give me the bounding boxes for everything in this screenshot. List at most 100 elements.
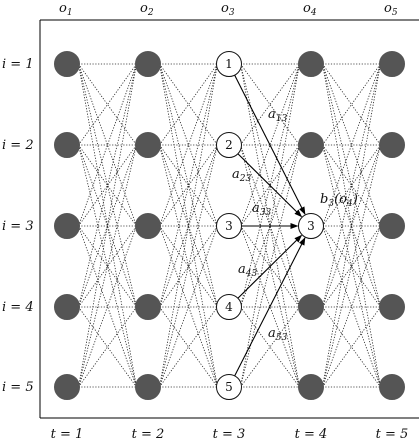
state-node-filled (135, 374, 161, 400)
dotted-transition-edge (78, 63, 137, 308)
dotted-transition-edge (78, 144, 137, 388)
dotted-transition-edge (78, 63, 137, 388)
dotted-transition-edge (159, 63, 218, 227)
dotted-transition-edge (159, 63, 218, 388)
dotted-transition-edge (322, 63, 381, 308)
dotted-transition-edge (159, 144, 218, 308)
state-node-filled (379, 51, 405, 77)
transition-arrow-a43 (237, 234, 303, 299)
state-label-1: i = 1 (2, 57, 34, 72)
dotted-transition-edge (78, 63, 137, 227)
observation-label-1: o1 (59, 1, 73, 18)
transition-label-a33: a33 (252, 201, 271, 218)
state-node-open (216, 294, 242, 320)
dotted-transition-edge (322, 144, 381, 308)
state-label-4: i = 4 (2, 300, 34, 315)
dotted-transition-edge (322, 63, 381, 308)
diagram-frame (39, 19, 419, 419)
transition-edges-dotted (78, 63, 381, 388)
dotted-transition-edge (240, 144, 300, 388)
transition-label-a13: a13 (268, 107, 287, 124)
state-node-filled (298, 374, 324, 400)
dotted-transition-edge (78, 144, 137, 388)
state-node-filled (298, 294, 324, 320)
dotted-transition-edge (159, 306, 218, 388)
state-node-filled (298, 51, 324, 77)
dotted-transition-edge (78, 306, 137, 388)
state-node-filled (379, 294, 405, 320)
dotted-transition-edge (240, 144, 300, 308)
dotted-transition-edge (159, 63, 218, 227)
dotted-transition-edge (159, 225, 218, 388)
dotted-transition-edge (240, 63, 300, 308)
dotted-transition-edge (159, 306, 218, 388)
dotted-transition-edge (322, 63, 381, 227)
state-label-3: i = 3 (2, 219, 34, 234)
time-label-5: t = 5 (376, 427, 409, 442)
state-node-open (216, 51, 242, 77)
dotted-transition-edge (159, 144, 218, 308)
transition-arrow-a23 (237, 153, 303, 218)
state-node-label: 1 (225, 57, 233, 71)
state-node-filled (379, 132, 405, 158)
dotted-transition-edge (322, 306, 381, 388)
state-node-filled (135, 132, 161, 158)
dotted-transition-edge (240, 144, 300, 388)
dotted-transition-edge (322, 63, 381, 227)
state-node-filled (135, 51, 161, 77)
dotted-transition-edge (78, 63, 137, 308)
transition-arrow-a53 (234, 237, 306, 377)
dotted-transition-edge (240, 63, 300, 308)
observation-label-5: o5 (384, 1, 398, 18)
dotted-transition-edge (240, 63, 300, 227)
state-nodes: 1 2 3 4 5 3 (54, 51, 405, 400)
transition-label-a43: a43 (238, 262, 257, 279)
state-node-filled (54, 132, 80, 158)
dotted-transition-edge (322, 225, 381, 388)
dotted-transition-edge (159, 225, 218, 388)
state-node-label: 4 (225, 300, 233, 314)
target-state-node (298, 213, 324, 239)
transition-label-a23: a23 (232, 167, 251, 184)
time-label-2: t = 2 (132, 427, 165, 442)
dotted-transition-edge (78, 306, 137, 388)
dotted-transition-edge (159, 63, 218, 308)
diagram-labels: o1 o2 o3 o4 o5 i = 1 i = 2 i = 3 i = 4 i = 5 t = 1… (2, 1, 408, 442)
dotted-transition-edge (322, 225, 381, 388)
dotted-transition-edge (78, 63, 137, 227)
dotted-transition-edge (322, 63, 381, 388)
state-node-label: 5 (225, 380, 233, 394)
state-node-open (216, 132, 242, 158)
dotted-transition-edge (159, 63, 218, 308)
state-node-filled (135, 213, 161, 239)
dotted-transition-edge (78, 225, 137, 388)
dotted-transition-edge (322, 144, 381, 308)
state-node-filled (298, 132, 324, 158)
dotted-transition-edge (159, 144, 218, 388)
time-label-3: t = 3 (213, 427, 246, 442)
time-label-1: t = 1 (51, 427, 84, 442)
dotted-transition-edge (78, 225, 137, 388)
state-label-5: i = 5 (2, 380, 34, 395)
target-node-label: 3 (307, 219, 315, 233)
state-node-label: 2 (225, 138, 233, 152)
state-node-filled (54, 374, 80, 400)
observation-label-4: o4 (303, 1, 317, 18)
dotted-transition-edge (159, 63, 218, 388)
transition-arrows-to-target (234, 74, 306, 377)
state-node-filled (54, 213, 80, 239)
state-node-filled (135, 294, 161, 320)
transition-label-a53: a53 (268, 326, 287, 343)
dotted-transition-edge (322, 144, 381, 388)
state-label-2: i = 2 (2, 138, 34, 153)
emission-label: b3(o4) (320, 192, 358, 209)
state-node-open (216, 374, 242, 400)
dotted-transition-edge (322, 144, 381, 388)
time-label-4: t = 4 (295, 427, 328, 442)
state-node-filled (54, 51, 80, 77)
state-node-filled (379, 213, 405, 239)
dotted-transition-edge (78, 144, 137, 308)
dotted-transition-edge (159, 144, 218, 388)
